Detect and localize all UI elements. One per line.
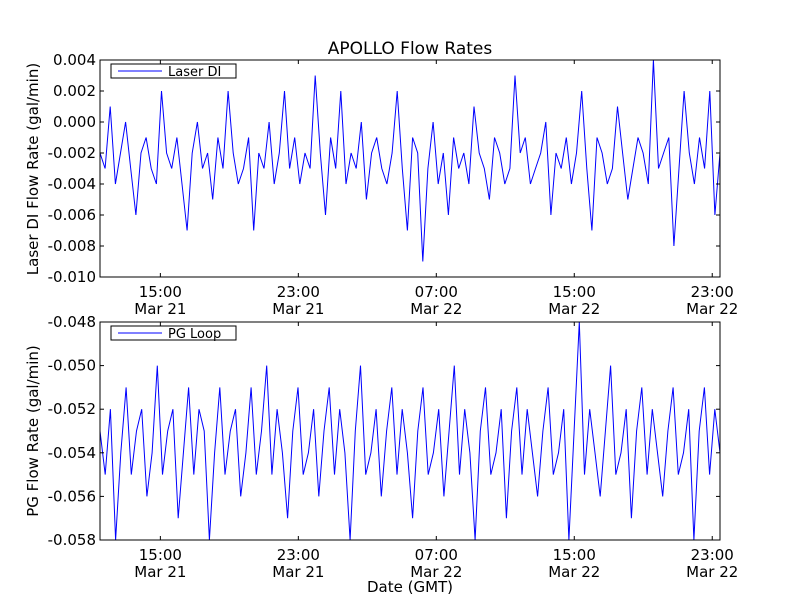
- y-axis-label: PG Flow Rate (gal/min): [24, 345, 42, 517]
- x-tick-date: Mar 21: [134, 563, 186, 581]
- y-tick-label: -0.052: [48, 400, 96, 418]
- x-tick-date: Mar 22: [548, 563, 600, 581]
- x-tick-date: Mar 22: [410, 300, 462, 318]
- x-tick-time: 23:00: [691, 283, 734, 301]
- y-axis-label: Laser DI Flow Rate (gal/min): [24, 63, 42, 275]
- legend-label: PG Loop: [168, 327, 221, 342]
- y-tick-label: -0.056: [48, 487, 96, 505]
- y-tick-label: 0.000: [53, 113, 96, 131]
- y-tick-label: -0.054: [48, 444, 96, 462]
- legend-box: [110, 325, 237, 341]
- x-tick-time: 07:00: [415, 546, 458, 564]
- x-tick-time: 15:00: [139, 546, 182, 564]
- x-tick-time: 23:00: [277, 283, 320, 301]
- x-tick-date: Mar 22: [548, 300, 600, 318]
- pg-loop-panel: PG Flow Rate (gal/min) Date (GMT) -0.048…: [24, 313, 738, 596]
- x-tick-date: Mar 22: [686, 300, 738, 318]
- y-tick-label: -0.048: [48, 313, 96, 331]
- x-tick-time: 23:00: [277, 546, 320, 564]
- y-tick-label: 0.002: [53, 82, 96, 100]
- x-tick-time: 15:00: [139, 283, 182, 301]
- y-tick-label: -0.004: [48, 175, 96, 193]
- x-tick-date: Mar 22: [410, 563, 462, 581]
- axes-frame: [99, 59, 721, 278]
- legend: PG Loop: [110, 325, 237, 342]
- laser-di-panel: Laser DI Flow Rate (gal/min) 0.004 0.002 0…: [24, 51, 738, 318]
- y-tick-label: -0.010: [48, 268, 96, 286]
- x-tick-date: Mar 22: [686, 563, 738, 581]
- axes-frame: [99, 321, 721, 541]
- legend-label: Laser DI: [168, 65, 221, 80]
- series-line-laser-di: [100, 60, 720, 262]
- x-tick-date: Mar 21: [272, 563, 324, 581]
- x-tick-time: 15:00: [553, 283, 596, 301]
- y-tick-label: -0.002: [48, 144, 96, 162]
- x-tick-time: 23:00: [691, 546, 734, 564]
- y-tick-label: -0.058: [48, 531, 96, 549]
- y-tick-label: -0.008: [48, 237, 96, 255]
- x-tick-time: 07:00: [415, 283, 458, 301]
- legend-box: [110, 63, 237, 79]
- legend: Laser DI: [110, 63, 237, 80]
- x-tick-date: Mar 21: [272, 300, 324, 318]
- x-axis-label: Date (GMT): [367, 578, 453, 596]
- y-tick-label: -0.006: [48, 206, 96, 224]
- x-tick-time: 15:00: [553, 546, 596, 564]
- series-line-pg-loop: [100, 322, 720, 540]
- y-tick-label: -0.050: [48, 357, 96, 375]
- chart-title: APOLLO Flow Rates: [328, 39, 493, 59]
- x-tick-date: Mar 21: [134, 300, 186, 318]
- y-tick-label: 0.004: [53, 51, 96, 69]
